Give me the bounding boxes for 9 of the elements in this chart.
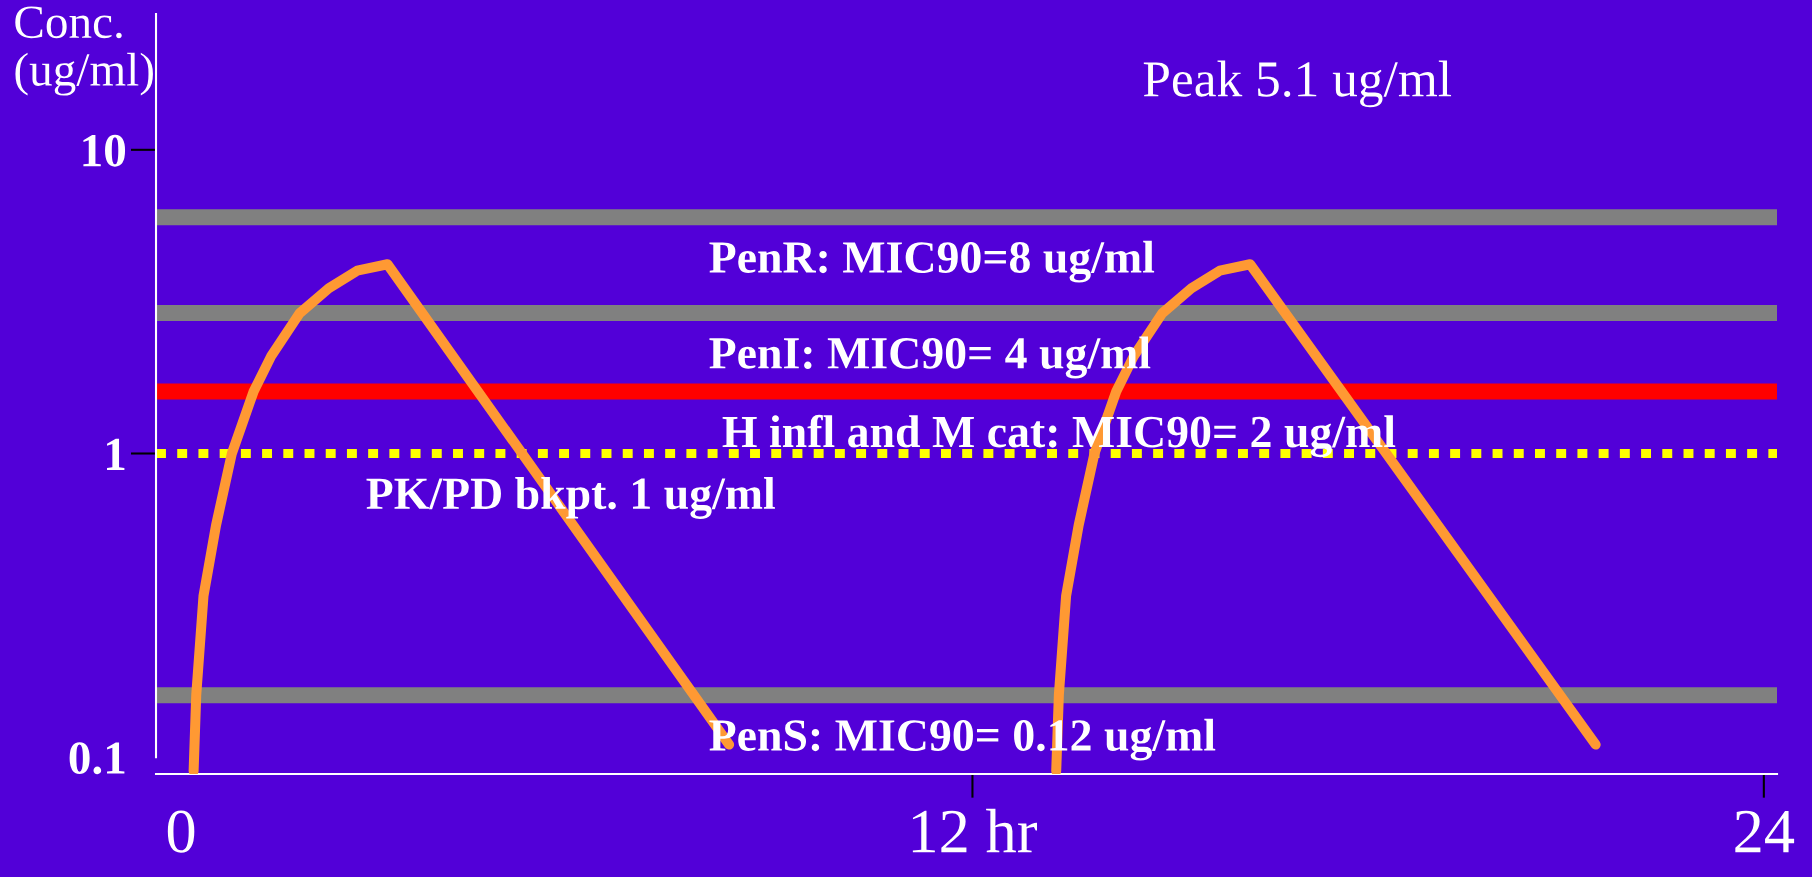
annotation: PenR: MIC90=8 ug/ml [709, 240, 1155, 283]
annotation: Peak 5.1 ug/ml [1143, 60, 1452, 108]
y-axis-title: Conc. (ug/ml) [15, 6, 153, 96]
y-tick-label: 1 [107, 438, 125, 470]
y-tick-label: 0.1 [69, 742, 125, 775]
y-tick-label: 10 [83, 134, 126, 167]
x-tick-label: 24 [1735, 810, 1795, 853]
x-tick-label: 0 [167, 810, 195, 853]
x-tick-label: 12 hr [912, 808, 1037, 853]
